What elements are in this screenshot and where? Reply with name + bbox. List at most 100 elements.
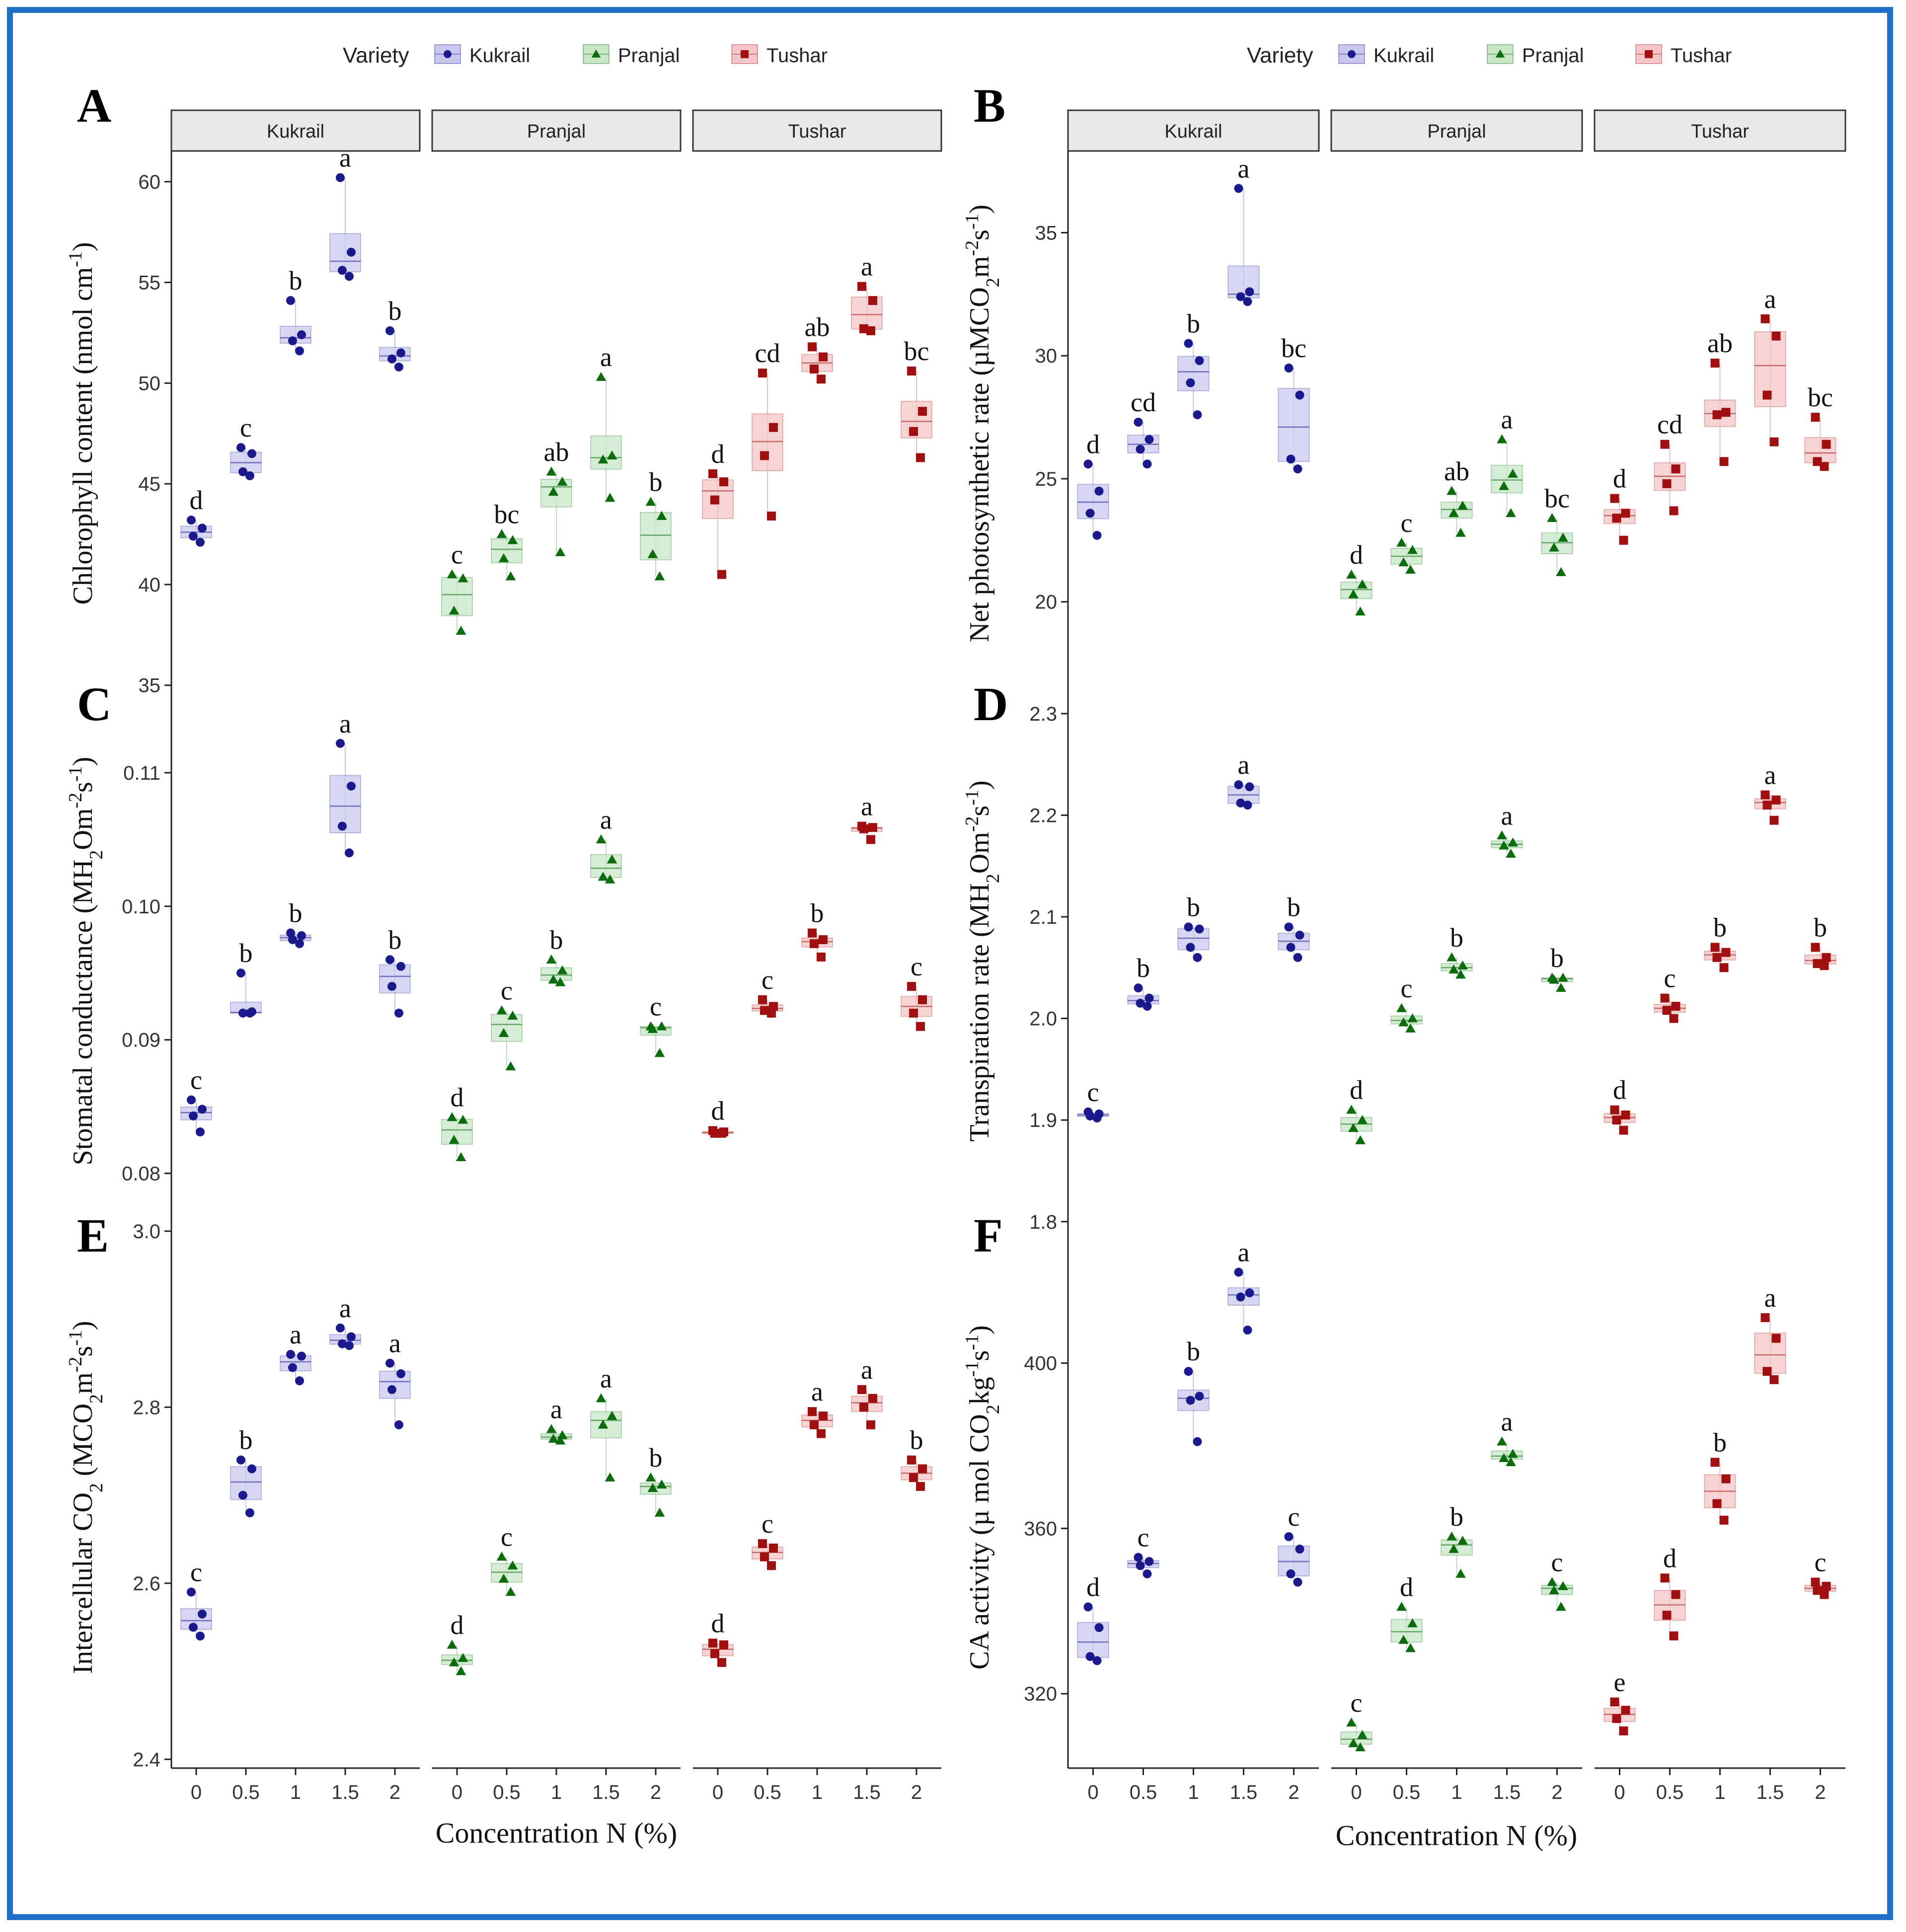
data-point <box>1506 848 1516 858</box>
data-point <box>1619 535 1628 545</box>
box-group: a <box>1227 153 1260 306</box>
significance-letter: c <box>1401 508 1413 538</box>
data-point <box>1660 1573 1670 1583</box>
data-point <box>238 467 247 476</box>
data-point <box>507 535 518 544</box>
x-tick-label: 0 <box>712 1782 723 1803</box>
significance-letter: ab <box>1707 328 1733 358</box>
box-group: bc <box>1541 483 1573 577</box>
y-tick-label: 20 <box>1035 592 1058 613</box>
data-point <box>557 965 568 974</box>
data-point <box>1136 1561 1145 1570</box>
y-tick-label: 2.4 <box>133 1749 160 1771</box>
data-point <box>710 495 719 505</box>
data-point <box>1348 589 1359 598</box>
x-tick-label: 1.5 <box>331 1782 359 1803</box>
data-point <box>656 1021 667 1031</box>
significance-letter: b <box>1713 1427 1727 1457</box>
data-point <box>1193 953 1202 962</box>
data-point <box>1286 454 1296 464</box>
data-point <box>1669 506 1678 516</box>
data-point <box>656 511 667 520</box>
x-tick-label: 0 <box>1351 1782 1362 1803</box>
data-point <box>1243 800 1252 810</box>
data-point <box>447 569 457 579</box>
data-point <box>1811 413 1820 422</box>
data-point <box>1621 1706 1630 1715</box>
data-point <box>345 848 354 858</box>
data-point <box>1398 557 1409 567</box>
significance-letter: d <box>1350 1075 1363 1105</box>
y-tick-label: 40 <box>139 574 161 596</box>
y-axis-label: Transpiration rate (MH2Om-2s-1) <box>962 780 1003 1141</box>
data-point <box>1195 1392 1204 1401</box>
box-group: a <box>1491 801 1523 858</box>
data-point <box>505 1061 516 1071</box>
x-tick-label: 1 <box>551 1782 562 1803</box>
significance-letter: d <box>711 439 725 469</box>
legend-label: Pranjal <box>1522 45 1584 67</box>
significance-letter: b <box>388 296 402 326</box>
data-point <box>288 935 297 944</box>
significance-letter: a <box>339 143 351 173</box>
data-point <box>1245 287 1254 297</box>
significance-letter: c <box>1815 1548 1827 1577</box>
data-point <box>909 1008 918 1018</box>
y-tick-label: 0.08 <box>122 1163 160 1185</box>
data-point <box>1293 1577 1302 1587</box>
data-point <box>447 1112 457 1121</box>
data-point <box>1447 1531 1457 1541</box>
data-point <box>1712 953 1722 962</box>
significance-letter: b <box>1713 912 1727 942</box>
significance-letter: d <box>190 485 203 515</box>
data-point <box>1293 953 1302 962</box>
data-point <box>247 449 256 458</box>
data-point <box>548 1433 559 1443</box>
data-point <box>1558 532 1568 542</box>
data-point <box>909 1473 918 1483</box>
x-tick-label: 0 <box>191 1782 202 1803</box>
data-point <box>187 1095 196 1105</box>
data-point <box>1771 1334 1781 1343</box>
significance-letter: b <box>239 1425 253 1455</box>
data-point <box>1710 1458 1720 1467</box>
data-point <box>918 1464 927 1474</box>
x-tick-label: 0 <box>1614 1782 1625 1803</box>
legend-layer: Variety Kukrail Pranjal Tushar Variety Kukrai… <box>343 43 1732 68</box>
data-point <box>1396 537 1407 547</box>
data-point <box>189 531 198 541</box>
data-point <box>288 1363 297 1372</box>
legend-item-pranjal: Pranjal <box>1487 44 1584 67</box>
data-point <box>1710 943 1720 952</box>
facet-strip-pranjal: Pranjal <box>1330 109 1583 152</box>
data-point <box>1549 974 1559 984</box>
data-point <box>385 326 394 335</box>
panel-letter: E <box>77 1209 109 1262</box>
data-point <box>1760 314 1770 323</box>
y-tick-label: 2.8 <box>133 1397 160 1418</box>
data-point <box>236 1455 245 1465</box>
data-point <box>907 367 916 376</box>
data-point <box>808 928 817 938</box>
facet-strip-label: Pranjal <box>527 121 586 142</box>
data-point <box>1721 1474 1731 1484</box>
significance-letter: c <box>190 1065 202 1095</box>
data-point <box>1144 1557 1154 1566</box>
y-tick-label: 30 <box>1035 345 1058 367</box>
data-point <box>496 1552 507 1561</box>
data-point <box>1449 965 1459 974</box>
data-point <box>1144 435 1154 444</box>
data-point <box>810 365 819 373</box>
data-point <box>1662 479 1672 488</box>
data-point <box>1243 297 1252 306</box>
facet-pranjal: d c ab a bc <box>1340 405 1573 616</box>
box-group: d <box>441 1083 473 1161</box>
box-group: a <box>329 709 361 858</box>
y-tick-label: 25 <box>1035 468 1058 490</box>
data-point <box>717 1658 726 1667</box>
data-point <box>1820 1590 1829 1599</box>
data-point <box>196 1127 205 1137</box>
data-point <box>387 1385 396 1394</box>
significance-letter: d <box>1400 1572 1413 1602</box>
data-point <box>710 1128 719 1138</box>
